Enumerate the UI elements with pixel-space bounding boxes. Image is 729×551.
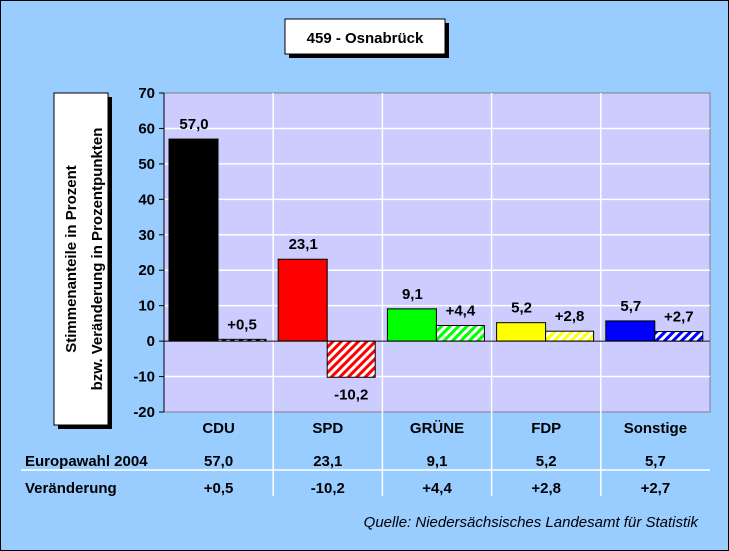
- category-label: GRÜNE: [410, 420, 464, 437]
- bar-europawahl: [605, 320, 656, 342]
- category-label: SPD: [312, 420, 343, 437]
- category-label: Sonstige: [624, 420, 687, 437]
- data-label: 23,1: [289, 236, 318, 253]
- table-cell: +0,5: [204, 480, 234, 497]
- table-cell: 5,2: [536, 453, 557, 470]
- category-label: FDP: [531, 420, 561, 437]
- table-cell: 5,7: [645, 453, 666, 470]
- source-note: Quelle: Niedersächsisches Landesamt für …: [364, 514, 700, 531]
- ylabel-box: [53, 92, 109, 426]
- bar-europawahl: [277, 258, 328, 342]
- data-label: +4,4: [446, 303, 476, 320]
- bar-veraenderung: [435, 325, 485, 342]
- data-label: 5,2: [511, 300, 532, 317]
- data-label: +2,8: [555, 308, 585, 325]
- title-box: [284, 18, 446, 55]
- bar-europawahl: [168, 138, 219, 342]
- y-tick-label: 0: [147, 333, 155, 350]
- y-tick-label: 40: [138, 191, 155, 208]
- table-cell: +2,8: [531, 480, 561, 497]
- data-label: 5,7: [620, 298, 641, 315]
- table-row-label: Veränderung: [25, 480, 117, 497]
- category-label: CDU: [202, 420, 235, 437]
- y-tick-label: 10: [138, 298, 155, 315]
- bar-veraenderung: [545, 330, 595, 342]
- y-tick-label: -10: [133, 369, 155, 386]
- y-axis-label: bzw. Veränderung in Prozentpunkten: [89, 128, 106, 391]
- table-cell: +2,7: [641, 480, 671, 497]
- table-cell: 57,0: [204, 453, 233, 470]
- table-cell: +4,4: [422, 480, 452, 497]
- table-cell: 23,1: [313, 453, 342, 470]
- y-tick-label: 30: [138, 227, 155, 244]
- chart-title: 459 - Osnabrück: [307, 30, 424, 47]
- table-row-label: Europawahl 2004: [25, 453, 148, 470]
- y-axis-label: Stimmenanteile in Prozent: [63, 165, 80, 353]
- y-tick-label: 70: [138, 85, 155, 102]
- table-cell: 9,1: [427, 453, 448, 470]
- y-tick-label: 20: [138, 262, 155, 279]
- data-label: +2,7: [664, 309, 694, 326]
- bar-europawahl: [386, 308, 437, 342]
- plot-area: [163, 92, 711, 413]
- data-label: -10,2: [334, 386, 368, 403]
- bar-veraenderung: [654, 331, 704, 342]
- data-label: +0,5: [227, 316, 257, 333]
- data-label: 9,1: [402, 286, 423, 303]
- bar-veraenderung: [326, 340, 376, 378]
- table-cell: -10,2: [311, 480, 345, 497]
- y-tick-label: 50: [138, 156, 155, 173]
- y-tick-label: 60: [138, 120, 155, 137]
- bar-europawahl: [496, 322, 547, 342]
- y-tick-label: -20: [133, 404, 155, 421]
- data-label: 57,0: [179, 116, 208, 133]
